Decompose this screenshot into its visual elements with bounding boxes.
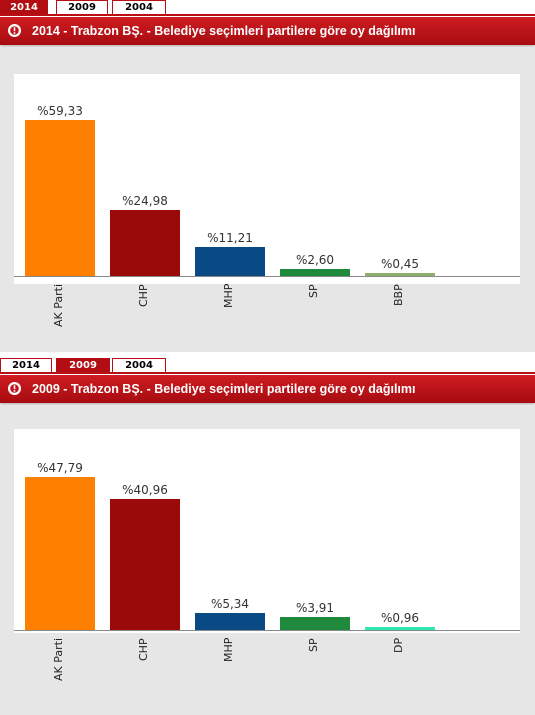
chart-header: 2014 - Trabzon BŞ. - Belediye seçimleri … <box>0 17 535 45</box>
tabs-underline <box>0 14 535 16</box>
bar-ak-parti <box>25 477 95 630</box>
bar-sp <box>280 269 350 276</box>
bar-mhp <box>195 612 265 630</box>
bar-mhp <box>195 246 265 276</box>
year-tabs: 2014 2009 2004 <box>0 358 535 374</box>
data-label: %0,96 <box>380 610 420 625</box>
bar-chp <box>110 498 180 630</box>
chart-area: %59,33 AK Parti %24,98 CHP %11,21 MHP %2,60 SP%… <box>0 47 535 352</box>
category-label: CHP <box>137 284 150 307</box>
tab-2014[interactable]: 2014 <box>0 358 52 372</box>
x-axis-line <box>14 630 520 631</box>
bar-ak-parti <box>25 120 95 276</box>
x-axis-line <box>14 276 520 277</box>
category-label: SP <box>307 638 320 652</box>
data-label: %2,60 <box>295 253 335 268</box>
data-label: %40,96 <box>122 482 168 497</box>
tab-2004[interactable]: 2004 <box>112 358 166 372</box>
category-label: AK Parti <box>52 284 65 328</box>
bar-bbp <box>365 273 435 276</box>
tab-2004[interactable]: 2004 <box>112 0 166 14</box>
category-label: MHP <box>222 284 235 309</box>
category-label: BBP <box>392 284 405 306</box>
tab-2014[interactable]: 2014 <box>0 0 48 14</box>
category-label: CHP <box>137 638 150 661</box>
category-label: AK Parti <box>52 638 65 682</box>
bar-dp <box>365 626 435 630</box>
tab-2009[interactable]: 2009 <box>56 0 108 14</box>
category-label: MHP <box>222 638 235 663</box>
tab-2009[interactable]: 2009 <box>56 358 110 372</box>
category-label: DP <box>392 638 405 654</box>
chart-area: %47,79 AK Parti %40,96 CHP %5,34 MHP %3,91 SP %0… <box>0 405 535 715</box>
tabs-underline <box>0 372 535 374</box>
info-icon <box>8 382 21 395</box>
year-tabs: 2014 2009 2004 <box>0 0 535 16</box>
chart-title: 2014 - Trabzon BŞ. - Belediye seçimleri … <box>32 24 416 38</box>
bar-chp <box>110 210 180 276</box>
data-label: %24,98 <box>122 194 168 209</box>
plot-area: %47,79 AK Parti %40,96 CHP %5,34 MHP %3,91 SP %0… <box>14 429 520 681</box>
data-label: %11,21 <box>207 230 253 245</box>
chart-header: 2009 - Trabzon BŞ. - Belediye seçimleri … <box>0 375 535 403</box>
info-icon <box>8 24 21 37</box>
data-label: %0,45 <box>380 257 420 271</box>
chart-panel-2009: 2014 2009 2004 2009 - Trabzon BŞ. - Bele… <box>0 358 535 715</box>
plot-area: %59,33 AK Parti %24,98 CHP %11,21 MHP %2,60 SP%… <box>14 74 520 327</box>
chart-panel-2014: 2014 2009 2004 2014 - Trabzon BŞ. - Bele… <box>0 0 535 352</box>
data-label: %3,91 <box>295 601 335 616</box>
data-label: %47,79 <box>37 461 83 475</box>
bar-sp <box>280 617 350 630</box>
data-label: %5,34 <box>210 596 250 611</box>
chart-title: 2009 - Trabzon BŞ. - Belediye seçimleri … <box>32 382 416 396</box>
data-label: %59,33 <box>37 104 83 118</box>
category-label: SP <box>307 284 320 298</box>
